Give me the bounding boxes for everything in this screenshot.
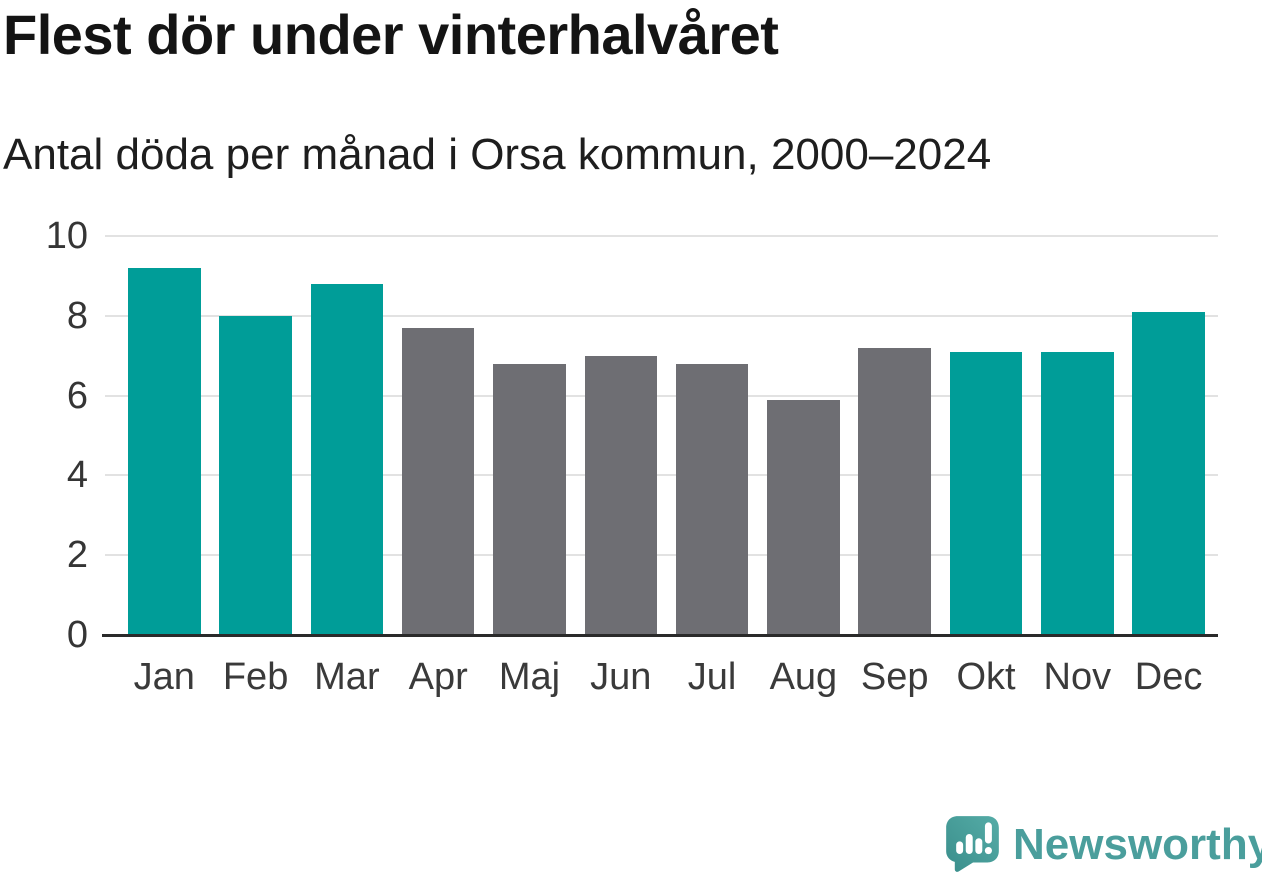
x-tick-label-jun: Jun xyxy=(590,656,652,698)
bar-sep xyxy=(858,347,931,635)
y-tick-label-2: 2 xyxy=(66,534,88,577)
y-tick-label-0: 0 xyxy=(66,614,88,656)
gridline-y8 xyxy=(105,314,1218,317)
x-tick-label-jan: Jan xyxy=(133,656,195,698)
bar-jun xyxy=(584,355,658,635)
gridline-y6 xyxy=(105,394,1218,397)
y-axis: 0 2 4 6 8 10 xyxy=(0,217,88,654)
gridline-y2 xyxy=(105,554,1218,557)
bar-dec xyxy=(1132,311,1205,635)
x-tick-label-nov: Nov xyxy=(1043,656,1112,698)
bar-aug xyxy=(767,399,840,635)
y-tick-label-6: 6 xyxy=(66,374,88,417)
bar-feb xyxy=(219,315,292,635)
bar-apr xyxy=(401,327,475,635)
chart-card: Flest dör under vinterhalvåret Antal död… xyxy=(0,3,1218,704)
bar-okt xyxy=(949,351,1023,635)
x-tick-label-sep: Sep xyxy=(860,656,929,698)
x-tick-label-apr: Apr xyxy=(408,656,468,698)
bar-nov xyxy=(1041,351,1114,635)
brand-name: Newsworthy xyxy=(1013,820,1262,869)
gridline-y4 xyxy=(105,474,1218,477)
x-tick-label-jul: Jul xyxy=(687,656,737,698)
x-axis-line xyxy=(102,634,1218,637)
x-tick-label-mar: Mar xyxy=(314,656,380,698)
y-tick-label-4: 4 xyxy=(66,454,88,497)
bar-maj xyxy=(493,363,566,635)
plot-area xyxy=(102,235,1218,637)
x-tick-label-okt: Okt xyxy=(956,656,1016,698)
bar-jul xyxy=(675,363,749,635)
x-tick-label-maj: Maj xyxy=(498,656,561,698)
x-axis: Jan Feb Mar Apr Maj Jun Jul Aug Sep Okt Nov Dec xyxy=(105,656,1218,704)
bar-jan xyxy=(128,267,201,635)
chart-subtitle: Antal döda per månad i Orsa kommun, 2000… xyxy=(3,130,992,179)
x-tick-label-feb: Feb xyxy=(222,656,289,698)
y-tick-label-8: 8 xyxy=(66,294,88,337)
x-tick-label-aug: Aug xyxy=(769,656,838,698)
y-tick-label-10: 10 xyxy=(45,215,88,257)
bar-mar xyxy=(310,283,384,635)
newsworthy-logo-icon xyxy=(946,816,999,872)
chart-title: Flest dör under vinterhalvåret xyxy=(3,3,779,66)
x-tick-label-dec: Dec xyxy=(1134,656,1203,698)
gridline-y10 xyxy=(105,235,1218,237)
